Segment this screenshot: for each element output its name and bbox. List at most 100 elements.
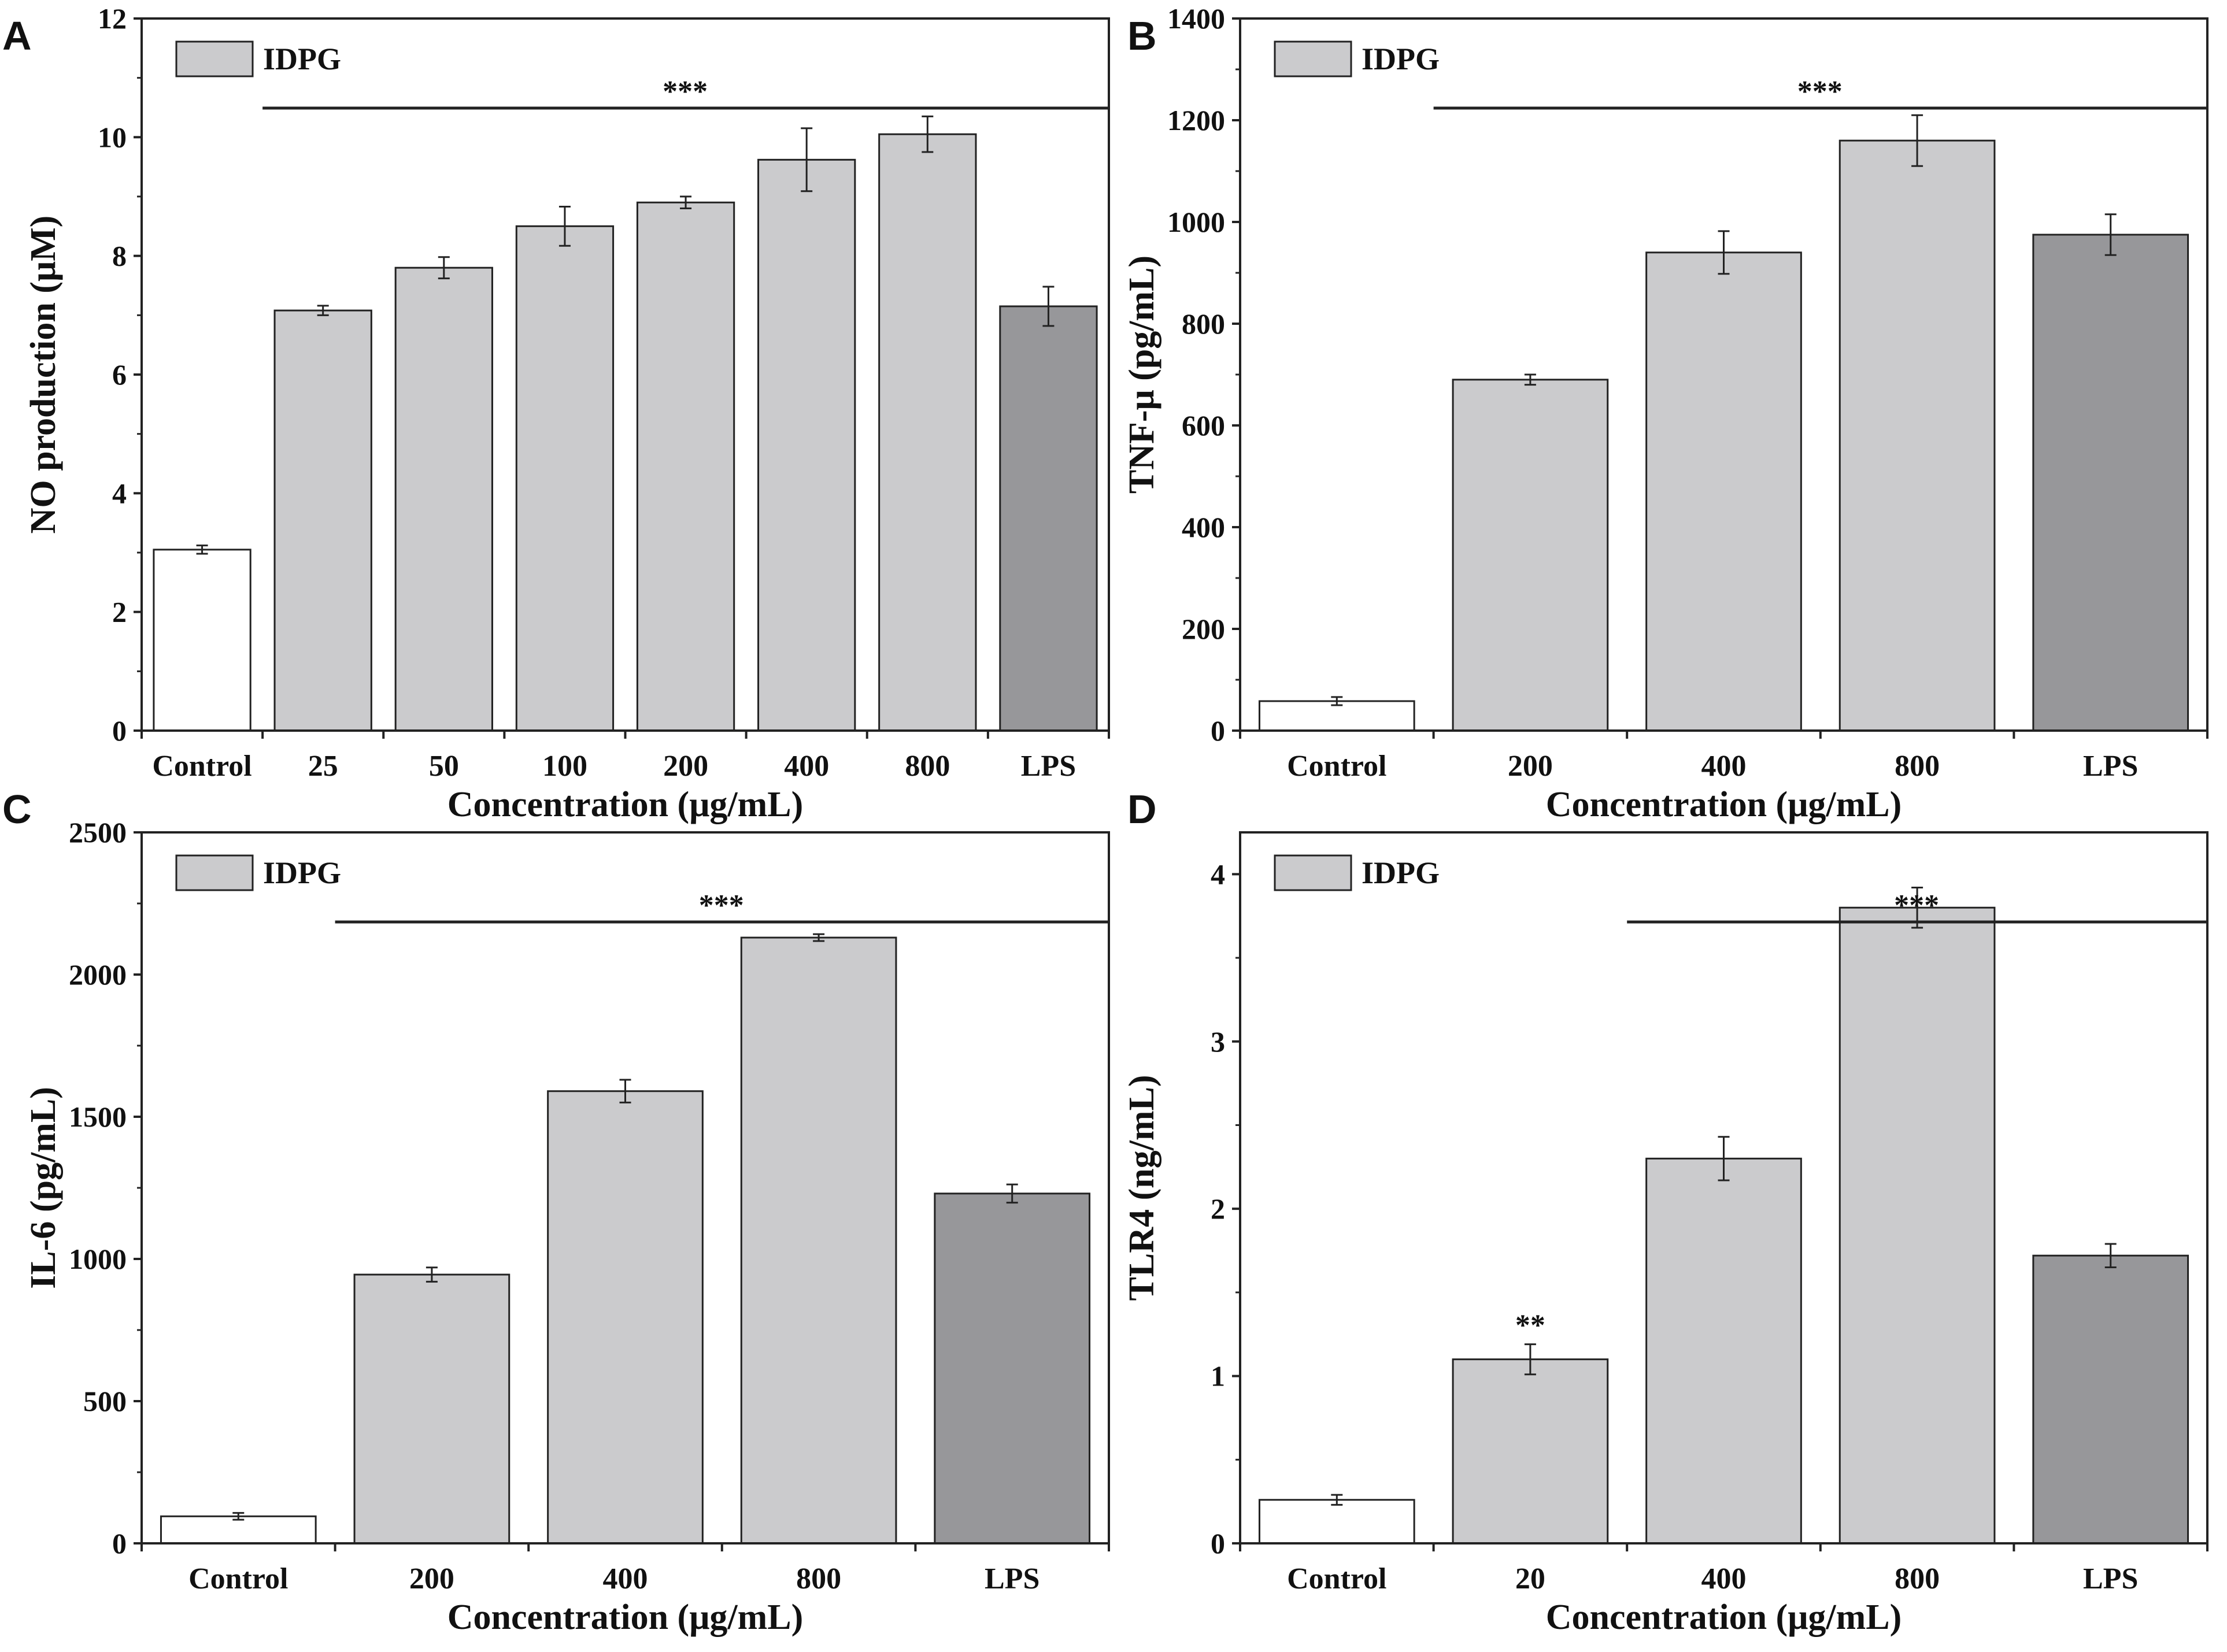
y-tick-label: 6 <box>112 358 127 391</box>
plot-frame <box>1239 831 2208 1544</box>
y-tick-label: 1200 <box>1167 104 1225 136</box>
y-axis-label: TLR4 (ng/mL) <box>1122 1075 1161 1301</box>
panel-d: D 0 1 2 3 4 Control 20 400 800 LPS Concentration (μ… <box>1122 787 2208 1637</box>
x-tick-label: 50 <box>429 750 459 783</box>
y-tick-label: 1400 <box>1167 2 1225 35</box>
y-tick-label: 0 <box>112 714 127 747</box>
x-tick-label: 100 <box>542 750 587 783</box>
y-tick-label: 0 <box>1211 714 1225 747</box>
x-tick-label: 200 <box>409 1562 454 1595</box>
y-tick-label: 800 <box>1182 308 1225 340</box>
x-tick-label: LPS <box>985 1562 1039 1595</box>
bar-100 <box>515 225 615 732</box>
bar-200 <box>1452 379 1609 732</box>
legend-label: IDPG <box>1362 42 1440 76</box>
x-tick-label: 400 <box>603 1562 648 1595</box>
bar-lps <box>2032 1254 2189 1544</box>
x-tick-label: 200 <box>663 750 708 783</box>
legend-label: IDPG <box>263 855 341 890</box>
x-tick-label: 800 <box>1895 1562 1940 1595</box>
y-tick-label: 400 <box>1182 511 1225 543</box>
x-axis-label: Concentration (μg/mL) <box>447 785 803 824</box>
significance-label: *** <box>1797 75 1843 108</box>
bar-400 <box>547 1090 704 1544</box>
y-tick-label: 200 <box>1182 613 1225 645</box>
x-tick-label: 800 <box>905 750 950 783</box>
x-tick-label: 25 <box>308 750 338 783</box>
bar-significance-label: ** <box>1515 1309 1545 1342</box>
panel-letter: C <box>2 787 32 832</box>
y-tick-label: 1000 <box>69 1243 127 1275</box>
x-tick-label: 400 <box>784 750 829 783</box>
panel-letter: B <box>1127 13 1157 58</box>
legend-swatch <box>1274 854 1352 891</box>
y-axis-label: NO production (μM) <box>24 216 63 534</box>
bar-800 <box>1838 139 1996 732</box>
bar-400 <box>757 158 856 732</box>
x-tick-label: Control <box>188 1562 288 1595</box>
y-tick-label: 2000 <box>69 958 127 991</box>
y-tick-label: 600 <box>1182 409 1225 442</box>
x-tick-label: Control <box>1287 750 1386 783</box>
bar-lps <box>999 305 1098 732</box>
x-tick-label: 800 <box>1895 750 1940 783</box>
panel-letter: A <box>2 13 32 58</box>
legend-label: IDPG <box>263 42 341 76</box>
x-tick-label: Control <box>152 750 251 783</box>
y-tick-label: 1 <box>1211 1360 1225 1392</box>
panel-b: B 0 200 400 600 800 1000 1200 1400 Control 200 400 8… <box>1122 2 2208 824</box>
y-tick-label: 4 <box>1211 858 1225 890</box>
bar-control <box>1258 1499 1415 1544</box>
bar-200 <box>353 1273 510 1544</box>
bar-control <box>153 549 251 732</box>
bar-25 <box>273 309 372 732</box>
bar-lps <box>2032 234 2189 732</box>
bar-400 <box>1645 1157 1802 1544</box>
y-tick-label: 2 <box>112 596 127 628</box>
x-axis-label: Concentration (μg/mL) <box>1546 785 1902 824</box>
bar-800 <box>740 936 897 1544</box>
x-tick-label: LPS <box>2083 750 2138 783</box>
y-tick-label: 10 <box>98 121 127 153</box>
x-tick-label: 200 <box>1508 750 1553 783</box>
x-axis-label: Concentration (μg/mL) <box>1546 1598 1902 1637</box>
y-tick-label: 1000 <box>1167 206 1225 238</box>
y-tick-label: 1500 <box>69 1101 127 1133</box>
x-tick-label: LPS <box>2083 1562 2138 1595</box>
y-tick-label: 0 <box>1211 1527 1225 1560</box>
bar-lps <box>934 1192 1091 1544</box>
bar-800 <box>1838 906 1996 1544</box>
legend-label: IDPG <box>1362 855 1440 890</box>
panel-c: C 0 500 1000 1500 2000 2500 Control 200 400 800 LPS… <box>2 787 1110 1637</box>
x-tick-label: 400 <box>1701 1562 1747 1595</box>
x-tick-label: 20 <box>1515 1562 1545 1595</box>
y-tick-label: 2 <box>1211 1192 1225 1225</box>
legend-swatch <box>175 40 254 77</box>
y-tick-label: 3 <box>1211 1025 1225 1058</box>
y-axis-label: TNF-μ (pg/mL) <box>1122 255 1161 494</box>
y-tick-label: 4 <box>112 477 127 509</box>
panel-letter: D <box>1127 787 1157 832</box>
y-axis-label: IL-6 (pg/mL) <box>24 1087 63 1289</box>
y-tick-label: 500 <box>83 1385 127 1417</box>
y-tick-label: 8 <box>112 240 127 272</box>
significance-label: *** <box>699 889 744 922</box>
y-tick-label: 2500 <box>69 816 127 849</box>
y-tick-label: 0 <box>112 1527 127 1560</box>
y-tick-label: 12 <box>98 2 127 35</box>
significance-label: *** <box>663 75 708 108</box>
x-tick-label: LPS <box>1021 750 1076 783</box>
bar-20 <box>1452 1358 1609 1544</box>
legend-swatch <box>1274 40 1352 77</box>
bar-50 <box>394 266 493 732</box>
x-tick-label: Control <box>1287 1562 1386 1595</box>
panel-a: A 0 2 4 6 8 10 12 Control 25 50 100 200 400 800 LPS Conc… <box>2 2 1110 824</box>
x-tick-label: 400 <box>1701 750 1747 783</box>
bar-200 <box>636 201 735 732</box>
x-tick-label: 800 <box>796 1562 841 1595</box>
bar-400 <box>1645 251 1802 732</box>
legend-swatch <box>175 854 254 891</box>
bar-800 <box>878 133 977 732</box>
significance-label: *** <box>1894 889 1939 922</box>
